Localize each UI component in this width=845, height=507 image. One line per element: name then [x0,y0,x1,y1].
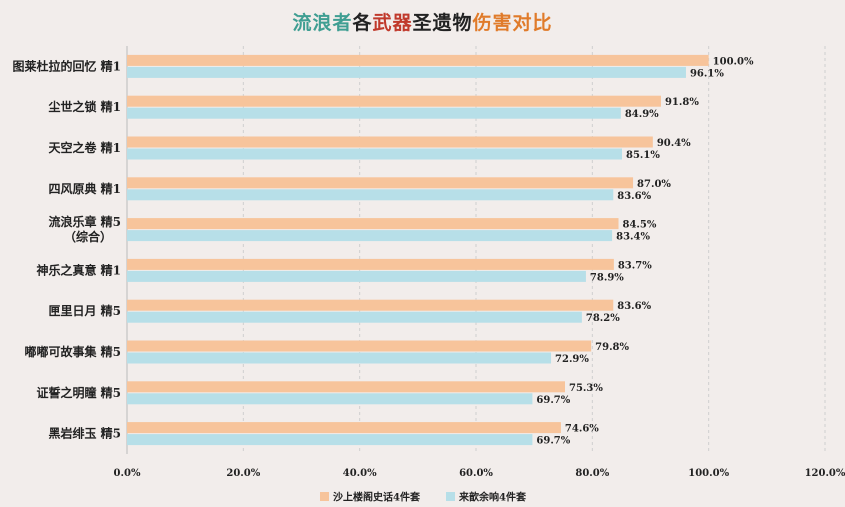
value-label-series-2: 85.1% [626,150,660,161]
chart-title-part: 武器 [372,12,413,34]
value-label-series-1: 79.8% [595,342,629,353]
chart-title-part: 圣遗物 [412,12,473,34]
value-label-series-1: 100.0% [713,56,754,67]
category-label: 证誓之明瞳 精5 [36,385,121,400]
bar-series-2 [127,311,582,323]
chart-title-part: 伤害对比 [472,12,553,34]
x-tick-label: 60.0% [459,468,493,479]
category-label: 流浪乐章 精5 （综合） [48,214,121,244]
value-label-series-1: 91.8% [665,97,699,108]
value-label-series-2: 69.7% [536,436,570,447]
x-tick-label: 0.0% [114,468,141,479]
bar-series-1 [127,218,619,230]
bar-series-1 [127,422,561,434]
bar-series-2 [127,107,621,119]
category-label: 图莱杜拉的回忆 精1 [12,58,121,73]
x-tick-label: 20.0% [226,468,260,479]
legend-label-series-1: 沙上楼阁史话4件套 [333,491,421,504]
bar-series-2 [127,270,586,282]
bar-series-2 [127,66,686,78]
category-label: 匣里日月 精5 [48,303,121,318]
x-tick-label: 100.0% [688,468,729,479]
x-tick-label: 80.0% [575,468,609,479]
legend-swatch-series-2 [446,492,455,501]
bar-series-1 [127,258,614,270]
value-label-series-1: 84.5% [623,220,657,231]
category-label: 四风原典 精1 [48,181,121,196]
value-label-series-2: 83.6% [617,191,651,202]
bar-series-2 [127,148,622,160]
value-label-series-2: 96.1% [690,68,724,79]
value-label-series-2: 72.9% [555,354,589,365]
bar-series-1 [127,54,709,66]
bar-series-2 [127,393,533,405]
bar-series-1 [127,340,592,352]
bar-series-1 [127,136,653,148]
legend-label-series-2: 来歆余响4件套 [458,491,527,504]
value-label-series-2: 84.9% [625,109,659,120]
value-label-series-1: 90.4% [657,138,691,149]
bar-series-1 [127,299,614,311]
category-label: 尘世之锁 精1 [48,99,121,114]
value-label-series-1: 83.6% [617,301,651,312]
bar-series-2 [127,352,552,364]
value-label-series-2: 83.4% [616,232,650,243]
value-label-series-1: 75.3% [569,383,603,394]
bar-series-2 [127,230,613,242]
value-label-series-2: 78.2% [586,313,620,324]
value-label-series-2: 78.9% [590,272,624,283]
chart-title: 流浪者各武器圣遗物伤害对比 [0,8,845,35]
category-label: 天空之卷 精1 [48,140,121,155]
value-label-series-2: 69.7% [536,395,570,406]
category-label: 嘟嘟可故事集 精5 [24,344,121,359]
legend-swatch-series-1 [320,492,329,501]
value-label-series-1: 87.0% [637,179,671,190]
chart-title-part: 各 [352,12,373,34]
x-tick-label: 40.0% [343,468,377,479]
value-label-series-1: 83.7% [618,260,652,271]
value-label-series-1: 74.6% [565,424,599,435]
bar-series-2 [127,434,533,446]
category-label: 黑岩绯玉 精5 [48,426,121,441]
bar-series-1 [127,95,661,107]
x-tick-label: 120.0% [805,468,845,479]
chart-title-part: 流浪者 [292,12,353,34]
category-label: 神乐之真意 精1 [36,262,121,277]
bar-series-1 [127,381,565,393]
bar-series-1 [127,177,634,189]
bar-series-2 [127,189,614,201]
